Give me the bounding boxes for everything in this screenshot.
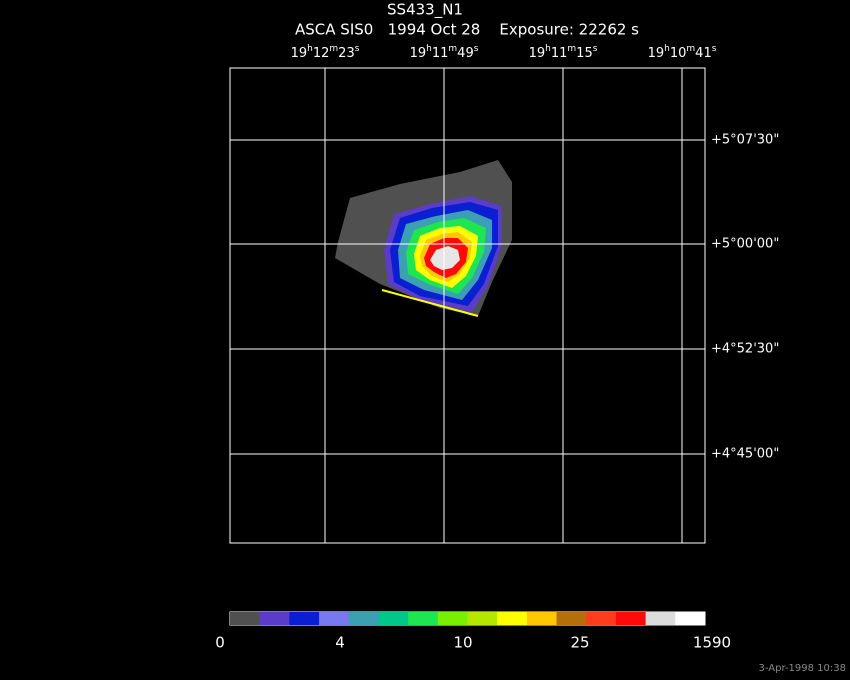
dec-label: +4°52'30" (711, 342, 779, 357)
ra-unit: h (426, 44, 432, 54)
ra-label: 19h12m23s (291, 44, 360, 61)
ra-value: 23 (338, 46, 355, 61)
colorbar-segment (526, 612, 558, 625)
colorbar-segment (437, 612, 468, 625)
title: SS433_N1 (387, 1, 463, 20)
level-white (430, 246, 460, 270)
ra-unit: h (545, 44, 551, 54)
colorbar-label: 4 (335, 634, 345, 652)
ra-value: 41 (695, 46, 712, 61)
ra-label: 19h10m41s (648, 44, 717, 61)
ra-value: 15 (576, 46, 593, 61)
ra-unit: m (686, 44, 695, 54)
ra-value: 49 (457, 46, 474, 61)
ra-unit: m (567, 44, 576, 54)
colorbar-segment (289, 612, 320, 625)
colorbar-segment (408, 612, 439, 625)
ra-value: 19 (648, 46, 665, 61)
colorbar-segment (319, 612, 350, 625)
ra-unit: s (474, 44, 479, 54)
colorbar-label: 10 (453, 634, 472, 652)
subtitle: ASCA SIS0 1994 Oct 28 Exposure: 22262 s (295, 21, 639, 39)
colorbar-segment (467, 612, 498, 625)
colorbar-label: 0 (215, 634, 225, 652)
ra-unit: h (664, 44, 670, 54)
plot-frame (229, 67, 706, 544)
ra-unit: h (307, 44, 313, 54)
colorbar-segment (348, 612, 379, 625)
ra-unit: s (593, 44, 598, 54)
colorbar-segment (556, 612, 587, 625)
colorbar-segment (615, 612, 647, 625)
ra-value: 19 (410, 46, 427, 61)
ra-value: 11 (432, 46, 449, 61)
colorbar-label: 1590 (693, 634, 731, 652)
colorbar-segment (675, 612, 706, 625)
ra-value: 11 (551, 46, 568, 61)
ra-value: 19 (291, 46, 308, 61)
edge (381, 289, 479, 317)
colorbar-label: 25 (570, 634, 589, 652)
ra-unit: m (329, 44, 338, 54)
colorbar-segment (378, 612, 409, 625)
colorbar-segment (497, 612, 528, 625)
colorbar-segment (586, 612, 617, 625)
grid (230, 68, 705, 543)
ra-value: 19 (529, 46, 546, 61)
image (335, 160, 512, 317)
ra-unit: s (355, 44, 360, 54)
dec-label: +5°00'00" (711, 237, 779, 252)
ra-unit: s (712, 44, 717, 54)
colorbar-segment (259, 612, 290, 625)
ra-value: 12 (313, 46, 330, 61)
dec-label: +4°45'00" (711, 447, 779, 462)
dec-label: +5°07'30" (711, 133, 779, 148)
colorbar-segment (645, 612, 676, 625)
ra-unit: m (448, 44, 457, 54)
ra-value: 10 (670, 46, 687, 61)
colorbar-segment (230, 612, 261, 625)
ra-label: 19h11m15s (529, 44, 598, 61)
timestamp: 3-Apr-1998 10:38 (759, 663, 846, 674)
ra-label: 19h11m49s (410, 44, 479, 61)
